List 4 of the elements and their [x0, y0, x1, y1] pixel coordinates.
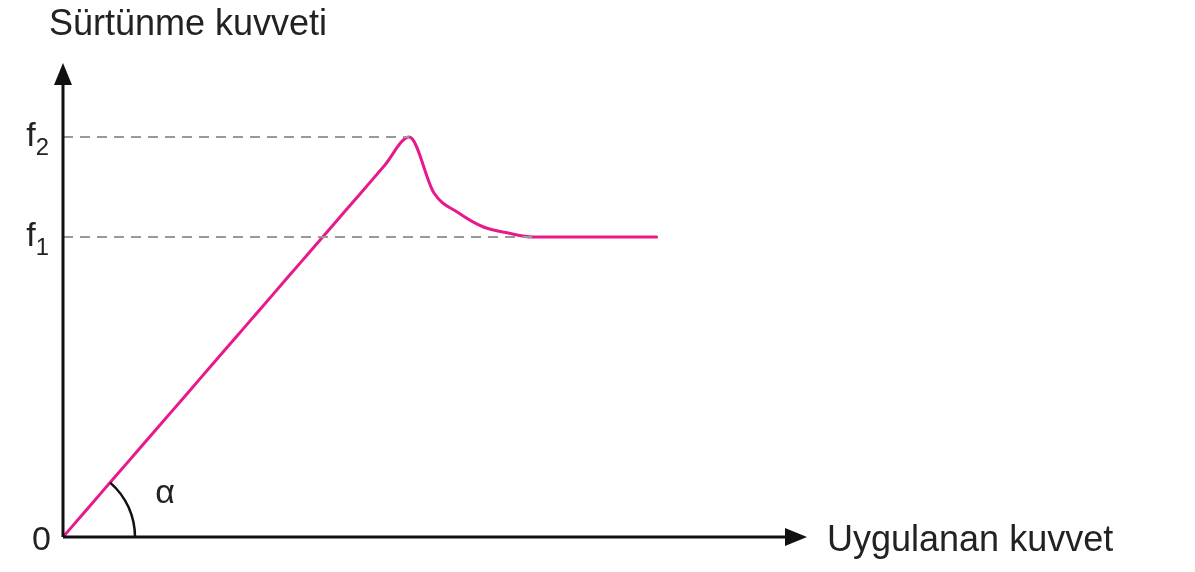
annotation: α	[155, 472, 175, 511]
x-axis-title: Uygulanan kuvvet	[827, 517, 1114, 559]
text: 0	[32, 519, 52, 558]
y-axis-title: Sürtünme kuvveti	[49, 1, 328, 43]
